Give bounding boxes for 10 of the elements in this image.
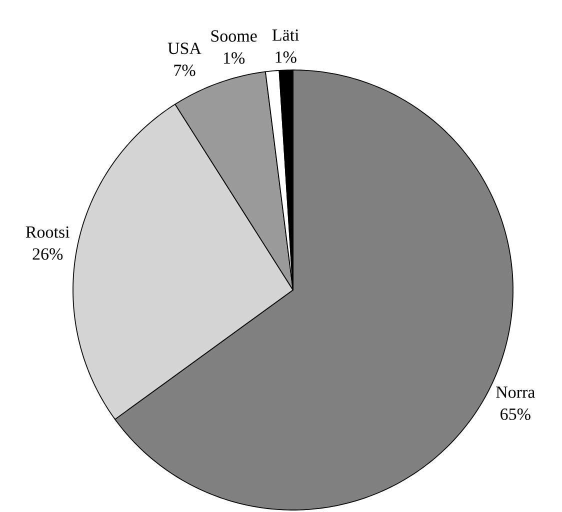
slice-label: Rootsi xyxy=(26,226,70,238)
data-label: 26% xyxy=(32,248,63,260)
data-label: 1% xyxy=(224,52,245,64)
data-label: 7% xyxy=(174,64,196,76)
slice-label: Läti xyxy=(272,29,299,41)
slice-label: USA xyxy=(168,42,202,54)
slice-label: Soome xyxy=(211,30,257,42)
data-label: 65% xyxy=(500,408,530,420)
data-label: 1% xyxy=(276,51,296,63)
slice-label: Norra xyxy=(496,386,535,398)
